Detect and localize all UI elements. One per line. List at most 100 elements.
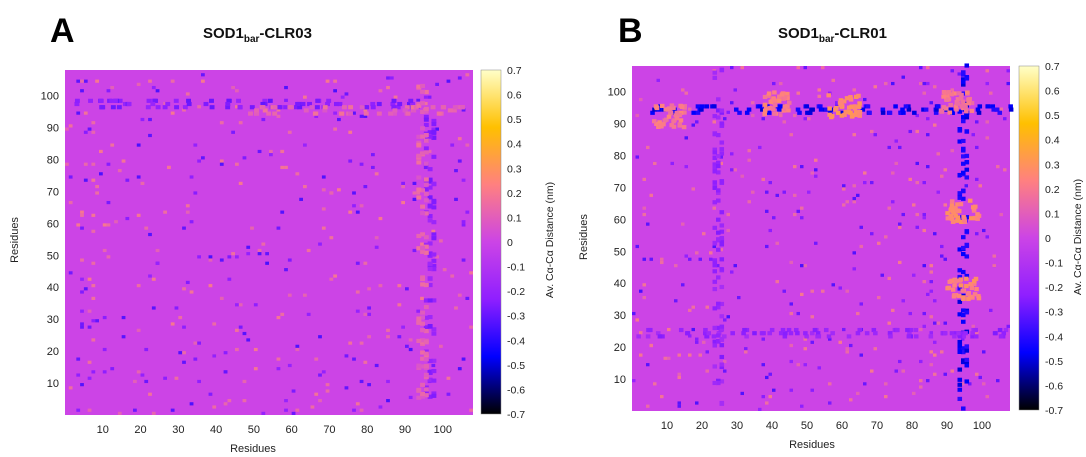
heatmap-cell [733,264,737,268]
heatmap-cell [427,369,433,374]
heatmap-cell [170,111,175,115]
heatmap-cell [405,344,409,348]
heatmap-cell [333,111,337,115]
heatmap-cell [427,377,433,382]
heatmap-cell [975,107,981,112]
heatmap-cell [807,190,811,194]
heatmap-cell [950,369,954,373]
heatmap-cell [961,308,966,313]
heatmap-cell [420,242,424,246]
heatmap-cell [405,287,409,291]
heatmap-cell [106,200,111,205]
heatmap-cell [826,93,831,98]
heatmap-cell [742,327,747,333]
heatmap-cell [420,321,426,326]
heatmap-cell [810,107,815,112]
heatmap-cell [344,92,349,96]
heatmap-cell [712,120,716,124]
heatmap-cell [845,347,849,351]
heatmap-cell [178,315,183,320]
heatmap-cell [828,91,832,95]
heatmap-cell [248,111,253,116]
heatmap-cell [303,143,307,147]
heatmap-cell [957,382,963,387]
heatmap-cell [898,260,902,265]
heatmap-cell [997,110,1003,115]
heatmap-cell [427,134,433,139]
heatmap-cell [852,251,856,255]
heatmap-cell [639,289,643,293]
heatmap-cell [359,105,365,110]
heatmap-cell [674,264,678,268]
heatmap-cell [908,327,914,333]
heatmap-cell [926,81,930,86]
heatmap-cell [716,190,721,195]
heatmap-cell [964,254,970,259]
heatmap-cell [287,293,292,297]
heatmap-cell [971,133,975,137]
heatmap-cell [325,389,330,393]
heatmap-cell [796,363,800,367]
heatmap-cell [431,263,437,269]
heatmap-cell [901,369,905,373]
heatmap-cell [848,97,854,102]
heatmap-cell [859,353,863,357]
heatmap-cell [961,170,966,175]
heatmap-cell [386,399,390,403]
heatmap-cell [912,203,916,207]
heatmap-cell [975,177,979,181]
heatmap-cell [812,327,818,333]
y-tick-label: 100 [41,91,59,103]
heatmap-cell [681,88,685,92]
heatmap-cell [117,169,122,173]
heatmap-cell [783,106,788,112]
heatmap-cell [795,331,800,336]
heatmap-cell [189,290,194,294]
heatmap-cell [1003,327,1009,333]
heatmap-cell [915,212,919,217]
heatmap-cell [964,357,970,362]
heatmap-cell [912,391,916,396]
heatmap-cell [441,105,447,110]
heatmap-cell [410,105,416,110]
heatmap-cell [310,405,315,409]
heatmap-cell [964,344,970,349]
heatmap-cell [726,315,730,319]
heatmap-cell [926,117,930,121]
heatmap-cell [367,335,371,339]
heatmap-cell [849,104,854,109]
heatmap-cell [864,331,870,336]
heatmap-cell [646,363,650,367]
heatmap-cells [632,63,1014,411]
heatmap-cell [898,222,902,226]
colorbar-tick-label: -0.3 [507,311,525,323]
heatmap-cell [287,363,292,368]
heatmap-cell [457,137,462,141]
heatmap-chart-b: 10 20 30 40 50 60 70 80 90 100 10 20 30 40 50 60 70 80 90 1… [578,61,1084,451]
heatmap-cell [884,81,888,86]
heatmap-cell [880,273,884,277]
heatmap-cell [197,159,201,163]
heatmap-cell [793,113,797,118]
heatmap-cell [235,255,239,259]
heatmap-cell [958,202,964,207]
heatmap-cell [423,298,429,303]
heatmap-cell [80,309,84,313]
heatmap-cell [401,181,405,185]
heatmap-cell [762,112,767,117]
heatmap-cell [427,214,433,219]
heatmap-cell [681,222,685,226]
heatmap-cell [999,212,1003,217]
heatmap-cell [843,110,849,115]
y-tick-label: 70 [47,186,59,198]
heatmap-cell [238,303,243,307]
heatmap-cell [208,392,213,396]
heatmap-cell [852,267,856,271]
heatmap-cell [855,112,860,118]
heatmap-cell [371,165,375,170]
heatmap-cell [884,235,888,239]
heatmap-cell [829,107,835,112]
heatmap-cell [929,315,933,319]
heatmap-cell [699,107,704,112]
heatmap-cell [971,324,975,328]
